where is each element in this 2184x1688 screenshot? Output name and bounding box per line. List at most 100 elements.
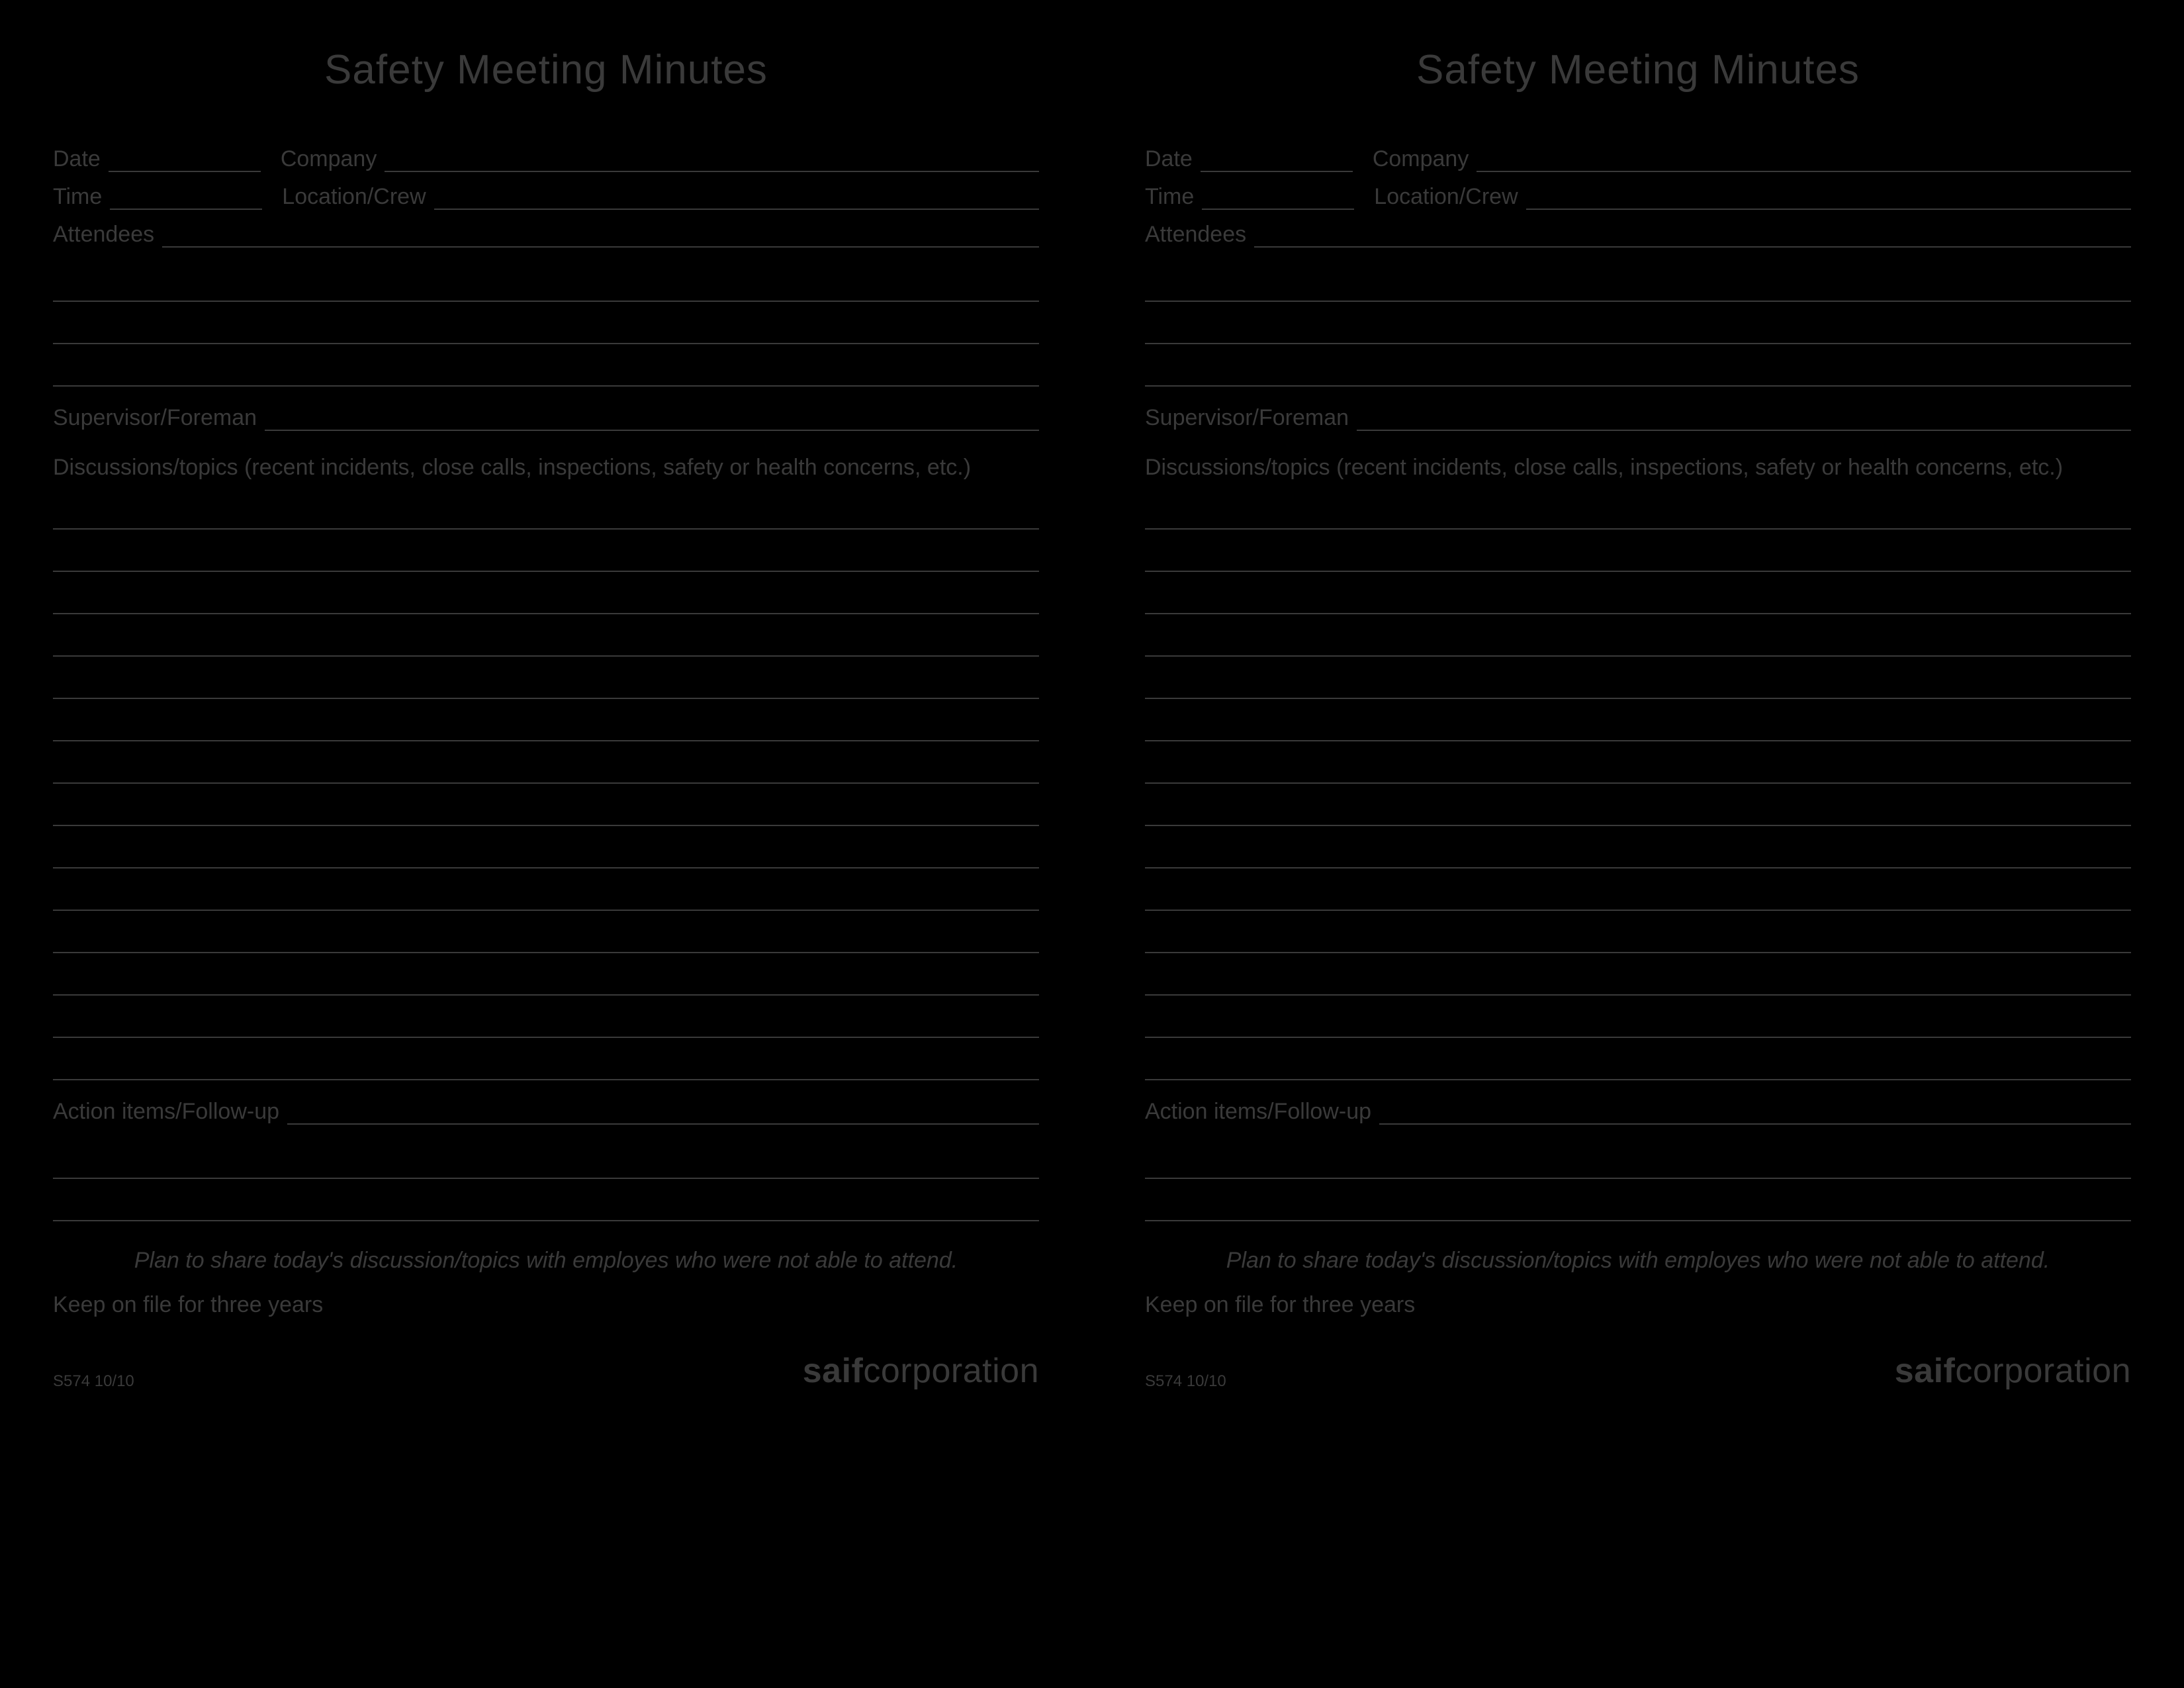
label-company: Company xyxy=(281,146,377,172)
label-attendees: Attendees xyxy=(53,222,154,248)
input-action-items[interactable] xyxy=(287,1102,1039,1125)
label-date: Date xyxy=(1145,146,1193,172)
field-attendees: Attendees xyxy=(53,222,1039,248)
blank-line[interactable] xyxy=(53,1038,1039,1080)
input-date[interactable] xyxy=(109,150,261,172)
blank-line[interactable] xyxy=(53,657,1039,699)
blank-line[interactable] xyxy=(53,741,1039,784)
logo-saif: saif xyxy=(803,1352,864,1390)
blank-line[interactable] xyxy=(1145,344,2131,387)
label-attendees: Attendees xyxy=(1145,222,1246,248)
blank-line[interactable] xyxy=(53,784,1039,826)
blank-line[interactable] xyxy=(53,344,1039,387)
blank-line[interactable] xyxy=(1145,572,2131,614)
input-attendees[interactable] xyxy=(1254,225,2131,248)
logo-corp: corporation xyxy=(863,1352,1039,1390)
input-supervisor[interactable] xyxy=(265,408,1039,431)
blank-line[interactable] xyxy=(1145,868,2131,911)
attendees-lines xyxy=(1145,259,2131,387)
row-supervisor: Supervisor/Foreman xyxy=(53,405,1039,431)
field-time: Time xyxy=(53,184,262,210)
field-attendees: Attendees xyxy=(1145,222,2131,248)
label-date: Date xyxy=(53,146,101,172)
row-date-company: Date Company xyxy=(1145,146,2131,172)
form-page-right: Safety Meeting Minutes Date Company Time… xyxy=(1145,46,2131,1642)
footer-keep-note: Keep on file for three years xyxy=(53,1292,1039,1318)
blank-line[interactable] xyxy=(53,614,1039,657)
blank-line[interactable] xyxy=(1145,911,2131,953)
label-discussions: Discussions/topics (recent incidents, cl… xyxy=(53,455,1039,481)
blank-line[interactable] xyxy=(1145,996,2131,1038)
input-action-items[interactable] xyxy=(1379,1102,2131,1125)
blank-line[interactable] xyxy=(1145,826,2131,868)
blank-line[interactable] xyxy=(1145,657,2131,699)
blank-line[interactable] xyxy=(53,530,1039,572)
blank-line[interactable] xyxy=(53,826,1039,868)
blank-line[interactable] xyxy=(1145,614,2131,657)
blank-line[interactable] xyxy=(53,953,1039,996)
row-action-items: Action items/Follow-up xyxy=(53,1099,1039,1125)
blank-line[interactable] xyxy=(1145,1137,2131,1179)
blank-line[interactable] xyxy=(53,302,1039,344)
attendees-lines xyxy=(53,259,1039,387)
label-time: Time xyxy=(53,184,102,210)
label-discussions: Discussions/topics (recent incidents, cl… xyxy=(1145,455,2131,481)
blank-line[interactable] xyxy=(1145,699,2131,741)
blank-line[interactable] xyxy=(53,868,1039,911)
corp-logo: saifcorporation xyxy=(803,1351,1039,1391)
input-supervisor[interactable] xyxy=(1357,408,2131,431)
field-action-items: Action items/Follow-up xyxy=(1145,1099,2131,1125)
form-code: S574 10/10 xyxy=(53,1372,134,1391)
label-time: Time xyxy=(1145,184,1194,210)
action-lines xyxy=(53,1137,1039,1221)
blank-line[interactable] xyxy=(53,259,1039,302)
row-attendees: Attendees xyxy=(1145,222,2131,248)
form-page-left: Safety Meeting Minutes Date Company Time… xyxy=(53,46,1039,1642)
field-company: Company xyxy=(281,146,1039,172)
input-date[interactable] xyxy=(1201,150,1353,172)
label-supervisor: Supervisor/Foreman xyxy=(1145,405,1349,431)
field-supervisor: Supervisor/Foreman xyxy=(1145,405,2131,431)
blank-line[interactable] xyxy=(1145,259,2131,302)
input-company[interactable] xyxy=(1477,150,2131,172)
label-action-items: Action items/Follow-up xyxy=(1145,1099,1371,1125)
label-company: Company xyxy=(1373,146,1469,172)
blank-line[interactable] xyxy=(53,1137,1039,1179)
row-time-location: Time Location/Crew xyxy=(1145,184,2131,210)
blank-line[interactable] xyxy=(53,996,1039,1038)
blank-line[interactable] xyxy=(53,911,1039,953)
input-time[interactable] xyxy=(110,187,262,210)
blank-line[interactable] xyxy=(53,572,1039,614)
logo-saif: saif xyxy=(1895,1352,1956,1390)
blank-line[interactable] xyxy=(1145,784,2131,826)
blank-line[interactable] xyxy=(53,699,1039,741)
blank-line[interactable] xyxy=(1145,487,2131,530)
row-time-location: Time Location/Crew xyxy=(53,184,1039,210)
row-attendees: Attendees xyxy=(53,222,1039,248)
input-location[interactable] xyxy=(434,187,1039,210)
blank-line[interactable] xyxy=(53,487,1039,530)
blank-line[interactable] xyxy=(1145,1038,2131,1080)
blank-line[interactable] xyxy=(1145,1179,2131,1221)
form-code: S574 10/10 xyxy=(1145,1372,1226,1391)
footer-row: S574 10/10 saifcorporation xyxy=(1145,1351,2131,1391)
input-attendees[interactable] xyxy=(162,225,1039,248)
field-action-items: Action items/Follow-up xyxy=(53,1099,1039,1125)
field-company: Company xyxy=(1373,146,2131,172)
field-time: Time xyxy=(1145,184,1354,210)
field-location: Location/Crew xyxy=(282,184,1039,210)
page-title: Safety Meeting Minutes xyxy=(53,46,1039,93)
input-location[interactable] xyxy=(1526,187,2131,210)
blank-line[interactable] xyxy=(1145,953,2131,996)
blank-line[interactable] xyxy=(1145,741,2131,784)
blank-line[interactable] xyxy=(53,1179,1039,1221)
field-location: Location/Crew xyxy=(1374,184,2131,210)
action-lines xyxy=(1145,1137,2131,1221)
input-company[interactable] xyxy=(385,150,1039,172)
input-time[interactable] xyxy=(1202,187,1354,210)
blank-line[interactable] xyxy=(1145,302,2131,344)
blank-line[interactable] xyxy=(1145,530,2131,572)
label-location: Location/Crew xyxy=(1374,184,1518,210)
label-supervisor: Supervisor/Foreman xyxy=(53,405,257,431)
footer-keep-note: Keep on file for three years xyxy=(1145,1292,2131,1318)
